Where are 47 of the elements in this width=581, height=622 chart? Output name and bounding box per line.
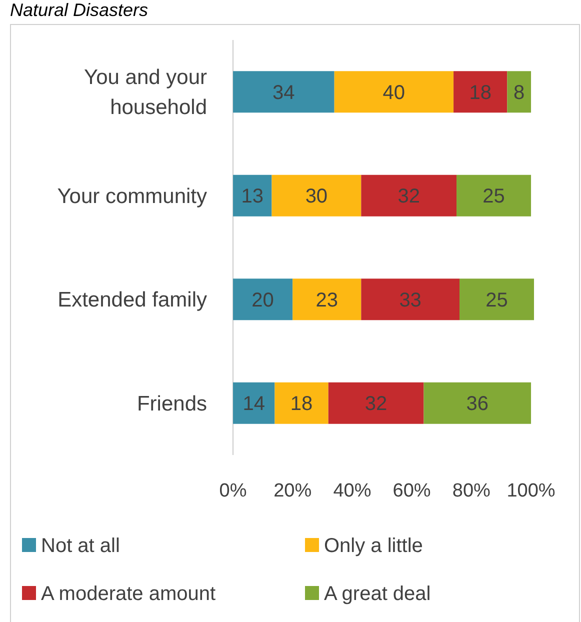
legend-label: A great deal <box>324 583 431 605</box>
bar <box>233 382 275 424</box>
y-tick-label: You and your household <box>84 66 207 120</box>
data-label: 8 <box>514 82 525 104</box>
y-tick-label: Friends <box>136 392 207 416</box>
data-label: 34 <box>272 82 295 104</box>
x-tick-label: 40% <box>333 480 372 502</box>
data-label: 25 <box>486 289 508 312</box>
data-label: 36 <box>466 393 488 416</box>
data-label: 32 <box>398 186 420 208</box>
bar <box>292 278 362 320</box>
data-label: 30 <box>305 186 328 208</box>
x-tick-label: 100% <box>506 480 556 502</box>
data-label: 18 <box>290 393 313 416</box>
x-tick-label: 60% <box>392 480 431 502</box>
bar <box>361 174 457 216</box>
data-label: 18 <box>469 82 492 104</box>
bar <box>274 382 328 424</box>
bar <box>328 382 424 424</box>
bar <box>233 278 293 320</box>
bar <box>334 71 454 113</box>
bar <box>272 174 362 216</box>
x-tick-label: 80% <box>452 480 491 502</box>
bar <box>424 382 532 424</box>
bar <box>456 174 532 216</box>
data-label: 25 <box>482 186 505 208</box>
bar <box>233 174 272 216</box>
y-tick-label: Your community <box>57 184 208 208</box>
x-tick-label: 20% <box>274 480 312 502</box>
y-tick-label: Extended family <box>58 288 208 312</box>
bar <box>454 71 508 113</box>
data-label: 23 <box>316 289 338 312</box>
legend-label: A moderate amount <box>41 583 216 605</box>
data-label: 32 <box>364 393 388 416</box>
bar <box>459 278 534 320</box>
text: Natural Disasters <box>10 0 148 20</box>
data-label: 33 <box>399 289 422 312</box>
data-label: 20 <box>252 289 274 312</box>
bar <box>507 71 532 113</box>
bar <box>361 278 460 320</box>
data-label: 13 <box>241 186 264 208</box>
legend-label: Only a little <box>324 535 423 557</box>
x-tick-label: 0% <box>219 480 247 502</box>
legend-label: Not at all <box>41 535 120 557</box>
bar <box>233 71 334 113</box>
data-label: 40 <box>382 82 406 104</box>
data-label: 14 <box>242 393 265 416</box>
